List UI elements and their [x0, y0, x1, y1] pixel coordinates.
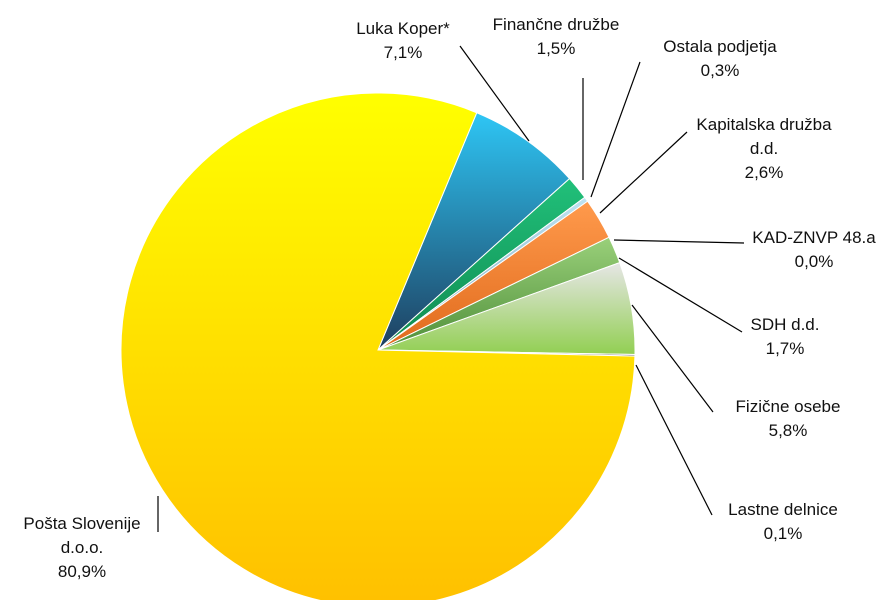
slice-name-kapitalska-druzba-d-d: Kapitalska družba — [696, 115, 832, 134]
slice-value-kad-znvp-48-a: 0,0% — [795, 252, 834, 271]
leader-line-sdh-d-d — [618, 257, 743, 333]
slice-value-financne-druzbe: 1,5% — [537, 39, 576, 58]
slice-name-fizicne-osebe: Fizične osebe — [736, 397, 841, 416]
labels-layer: Luka Koper* 7,1% Finančne družbe 1,5% Ostala… — [23, 15, 876, 581]
leader-line-ostala-podjetja — [590, 61, 641, 198]
slice-value-lastne-delnice: 0,1% — [764, 524, 803, 543]
slice-name-posta-slovenije-d-o-o: Pošta Slovenije — [23, 514, 140, 533]
slice-name-kad-znvp-48-a: KAD-ZNVP 48.a — [752, 228, 876, 247]
leader-line-lastne-delnice — [635, 364, 713, 516]
pie-slice-posta-slovenije-d-o-o — [120, 92, 636, 600]
slice-value-kapitalska-druzba-d-d: 2,6% — [745, 163, 784, 182]
leader-line-luka-koper — [459, 45, 530, 142]
leader-line-kad-znvp-48-a — [613, 239, 745, 244]
slice-label-posta-slovenije-d-o-o: Pošta Slovenije d.o.o. 80,9% — [23, 514, 140, 581]
slice-label-kad-znvp-48-a: KAD-ZNVP 48.a 0,0% — [752, 228, 876, 271]
slices-layer — [120, 92, 636, 600]
slice-name-financne-druzbe: Finančne družbe — [493, 15, 620, 34]
slice-label-fizicne-osebe: Fizične osebe 5,8% — [736, 397, 841, 440]
leader-lines-layer — [157, 45, 745, 532]
slice-name-ostala-podjetja: Ostala podjetja — [663, 37, 777, 56]
slice-label-lastne-delnice: Lastne delnice 0,1% — [728, 500, 838, 543]
slice-name-posta-slovenije-d-o-o: d.o.o. — [61, 538, 104, 557]
slice-value-luka-koper: 7,1% — [384, 43, 423, 62]
leader-line-kapitalska-druzba-d-d — [599, 131, 688, 214]
slice-value-posta-slovenije-d-o-o: 80,9% — [58, 562, 106, 581]
pie-slice-luka-koper — [377, 112, 571, 351]
leader-line-fizicne-osebe — [631, 304, 714, 413]
slice-label-kapitalska-druzba-d-d: Kapitalska družba d.d. 2,6% — [696, 115, 832, 182]
slice-label-luka-koper: Luka Koper* 7,1% — [356, 19, 450, 62]
slice-name-lastne-delnice: Lastne delnice — [728, 500, 838, 519]
slice-label-ostala-podjetja: Ostala podjetja 0,3% — [663, 37, 777, 80]
slice-value-fizicne-osebe: 5,8% — [769, 421, 808, 440]
slice-value-sdh-d-d: 1,7% — [766, 339, 805, 358]
slice-name-sdh-d-d: SDH d.d. — [751, 315, 820, 334]
slice-value-ostala-podjetja: 0,3% — [701, 61, 740, 80]
slice-name-kapitalska-druzba-d-d: d.d. — [750, 139, 778, 158]
slice-label-sdh-d-d: SDH d.d. 1,7% — [751, 315, 820, 358]
slice-name-luka-koper: Luka Koper* — [356, 19, 450, 38]
slice-label-financne-druzbe: Finančne družbe 1,5% — [493, 15, 620, 58]
